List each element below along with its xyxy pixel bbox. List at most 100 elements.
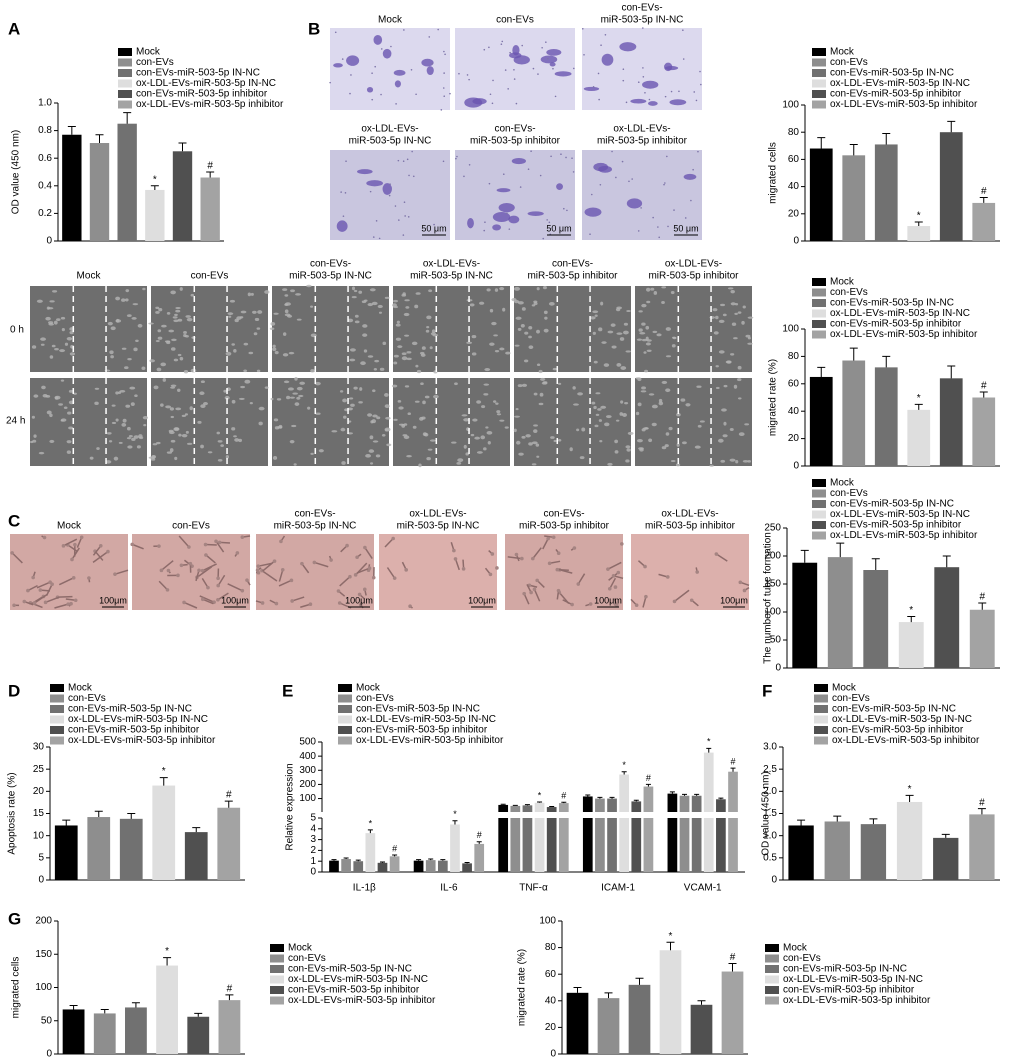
micrograph — [635, 378, 752, 466]
cell — [109, 350, 114, 355]
y-tick-label: 0 — [46, 1049, 52, 1060]
cell — [63, 406, 68, 410]
cell — [135, 339, 139, 343]
pore — [592, 86, 595, 88]
y-tick-label: 100 — [782, 324, 799, 335]
cell — [489, 308, 494, 313]
cell — [616, 570, 621, 575]
micrograph-title: Mock — [378, 15, 403, 26]
cell — [115, 391, 119, 395]
cell — [33, 434, 37, 438]
cell — [155, 311, 160, 314]
bar-lower — [728, 818, 738, 872]
cell — [712, 308, 718, 312]
cell — [644, 594, 648, 599]
cell — [714, 552, 719, 556]
legend-label: Mock — [830, 478, 855, 489]
error-bar — [609, 796, 615, 799]
cell — [42, 535, 47, 540]
cell — [294, 402, 300, 406]
cell — [176, 573, 180, 578]
cell — [525, 434, 531, 438]
cell — [496, 413, 502, 416]
legend-swatch — [812, 100, 826, 109]
cell — [479, 301, 485, 305]
pore — [694, 228, 697, 230]
bar-lower — [558, 818, 569, 872]
cell — [668, 426, 673, 431]
cell — [273, 312, 279, 315]
bar-lower — [643, 818, 654, 872]
cell — [626, 310, 631, 313]
cell — [243, 342, 249, 346]
cell — [665, 327, 671, 331]
cell — [168, 429, 174, 433]
cell — [130, 542, 135, 547]
legend-swatch — [50, 736, 64, 745]
cell — [160, 403, 164, 407]
cell — [258, 406, 265, 411]
error-bar — [947, 120, 956, 133]
cell — [157, 336, 163, 340]
error-bar — [355, 859, 361, 862]
pore — [502, 173, 505, 175]
cell — [558, 382, 562, 385]
cell — [570, 602, 574, 607]
legend-label: con-EVs-miR-503-5p inhibitor — [830, 319, 962, 330]
bar — [631, 801, 642, 812]
cell — [357, 169, 373, 175]
cell — [288, 351, 295, 355]
cell — [738, 432, 745, 437]
micrograph-title: con-EVs- — [621, 3, 662, 14]
bar — [896, 801, 923, 880]
cell — [341, 461, 346, 465]
tube — [215, 540, 225, 553]
cell — [357, 592, 362, 597]
cell — [583, 86, 600, 91]
cell — [508, 215, 520, 224]
legend-label: ox-LDL-EVs-miR-503-5p inhibitor — [830, 329, 978, 340]
significance-mark: # — [561, 791, 566, 801]
cell — [299, 381, 306, 385]
cell — [137, 323, 143, 328]
error-bar — [192, 827, 201, 833]
bar — [728, 771, 738, 812]
error-bar — [428, 858, 434, 861]
panel-label: E — [282, 681, 293, 700]
tube — [71, 547, 80, 560]
pore — [402, 234, 405, 236]
cell — [592, 331, 596, 335]
legend-swatch — [118, 79, 132, 88]
pore — [657, 226, 659, 228]
cell — [544, 316, 548, 320]
y-axis-label: migrated rate (%) — [517, 949, 528, 1026]
cell — [396, 320, 400, 324]
pore — [406, 158, 409, 161]
bar-lower — [534, 818, 545, 872]
cell — [722, 313, 727, 317]
cell — [199, 391, 205, 396]
cell — [494, 288, 499, 292]
cell — [289, 439, 295, 444]
cell — [143, 423, 147, 427]
cell — [393, 418, 398, 421]
legend-swatch — [270, 954, 284, 963]
legend-swatch — [118, 58, 132, 67]
pore — [628, 180, 630, 183]
bar — [389, 856, 400, 872]
bar — [450, 824, 460, 872]
cell — [33, 394, 39, 398]
cell — [126, 314, 132, 317]
cell — [594, 314, 598, 317]
cell — [369, 288, 376, 292]
error-bar — [123, 112, 132, 124]
legend-swatch — [50, 705, 64, 713]
cell — [58, 403, 63, 406]
cell — [422, 400, 426, 405]
cell — [648, 393, 655, 396]
cell — [584, 207, 602, 217]
pore — [515, 102, 518, 105]
cell — [169, 448, 174, 453]
cell — [730, 353, 735, 356]
cell — [416, 369, 422, 374]
